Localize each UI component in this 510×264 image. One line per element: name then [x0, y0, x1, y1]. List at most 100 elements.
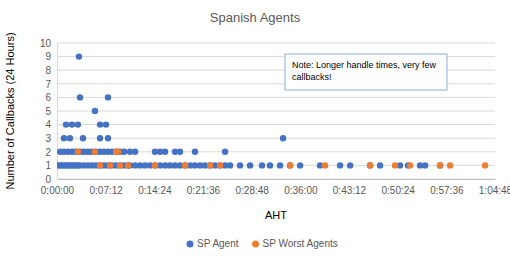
x-tick: 0:00:00 — [41, 179, 75, 196]
legend: SP AgentSP Worst Agents — [187, 238, 338, 249]
point — [367, 162, 373, 168]
plot-area — [57, 53, 488, 168]
y-tick: 5 — [45, 106, 57, 117]
y-tick: 2 — [45, 147, 57, 158]
y-tick-label: 1 — [45, 160, 51, 171]
x-tick-label: 0:36:00 — [284, 185, 318, 196]
x-tick-label: 0:14:24 — [138, 185, 172, 196]
y-tick-label: 3 — [45, 133, 51, 144]
y-tick: 6 — [45, 92, 57, 103]
point — [192, 149, 198, 155]
point — [76, 53, 82, 59]
grid-line — [57, 97, 495, 98]
grid-line — [57, 111, 495, 112]
point — [222, 149, 228, 155]
point — [97, 162, 103, 168]
point — [217, 162, 223, 168]
annotation-box — [285, 54, 447, 90]
y-tick-label: 0 — [45, 174, 51, 185]
y-tick-label: 10 — [40, 38, 52, 49]
x-axis: 0:00:00 0:07:12 0:14:24 0:21:36 0:28:48 0:36:… — [41, 179, 510, 196]
point — [103, 121, 109, 127]
point — [125, 162, 131, 168]
y-tick: 1 — [45, 160, 57, 171]
point — [297, 162, 303, 168]
point — [207, 162, 213, 168]
point — [247, 162, 253, 168]
point — [107, 162, 113, 168]
x-tick: 0:50:24 — [381, 179, 415, 196]
y-tick-label: 7 — [45, 79, 51, 90]
x-tick: 0:21:36 — [187, 179, 221, 196]
y-tick-label: 9 — [45, 51, 51, 62]
y-tick-label: 5 — [45, 106, 51, 117]
point — [117, 162, 123, 168]
x-tick-label: 1:04:48 — [479, 185, 510, 196]
grid — [57, 43, 495, 179]
point — [277, 162, 283, 168]
point — [377, 162, 383, 168]
point — [287, 162, 293, 168]
point — [217, 162, 223, 168]
chart: Spanish Agents 0 1 2 3 4 5 6 7 8 9 10 0:00:00 0:07:12… — [0, 0, 510, 264]
point — [77, 94, 83, 100]
y-axis-line — [57, 44, 58, 180]
point — [152, 162, 158, 168]
point — [115, 149, 121, 155]
x-tick: 0:28:48 — [235, 179, 269, 196]
point — [287, 162, 293, 168]
y-tick: 7 — [45, 79, 57, 90]
point — [92, 108, 98, 114]
point — [437, 162, 443, 168]
point — [92, 149, 98, 155]
point — [117, 162, 123, 168]
grid-line — [57, 124, 495, 125]
y-tick-label: 2 — [45, 147, 51, 158]
point — [227, 162, 233, 168]
legend-label: SP Agent — [197, 238, 239, 249]
grid-line — [57, 43, 495, 44]
y-tick: 3 — [45, 133, 57, 144]
point — [322, 162, 328, 168]
annotation: Note: Longer handle times, very fewcallb… — [285, 54, 447, 90]
y-tick: 4 — [45, 119, 57, 130]
y-tick: 10 — [40, 38, 57, 49]
point — [75, 149, 81, 155]
x-tick: 0:36:00 — [284, 179, 318, 196]
point — [69, 121, 75, 127]
x-tick-label: 0:50:24 — [381, 185, 415, 196]
point — [97, 162, 103, 168]
point — [437, 162, 443, 168]
point — [105, 135, 111, 141]
point — [177, 149, 183, 155]
point — [447, 162, 453, 168]
legend-marker — [187, 241, 194, 248]
grid-line — [57, 138, 495, 139]
point — [121, 149, 127, 155]
x-tick-label: 0:28:48 — [235, 185, 269, 196]
point — [63, 121, 69, 127]
x-tick: 0:07:12 — [89, 179, 123, 196]
x-tick-label: 0:43:12 — [333, 185, 367, 196]
x-axis-line — [58, 179, 496, 180]
point — [75, 121, 81, 127]
point — [280, 135, 286, 141]
point — [162, 149, 168, 155]
point — [482, 162, 488, 168]
title: Spanish Agents — [210, 10, 301, 25]
x-tick: 0:57:36 — [430, 179, 464, 196]
point — [367, 162, 373, 168]
y-tick: 9 — [45, 51, 57, 62]
point — [61, 135, 67, 141]
point — [267, 162, 273, 168]
point — [97, 135, 103, 141]
point — [259, 162, 265, 168]
y-tick-label: 8 — [45, 65, 51, 76]
x-tick: 0:14:24 — [138, 179, 172, 196]
x-tick-label: 0:00:00 — [41, 185, 75, 196]
x-tick: 1:04:48 — [479, 179, 510, 196]
x-tick-label: 0:21:36 — [187, 185, 221, 196]
x-tick: 0:43:12 — [333, 179, 367, 196]
y-tick-label: 6 — [45, 92, 51, 103]
legend-marker — [252, 241, 259, 248]
